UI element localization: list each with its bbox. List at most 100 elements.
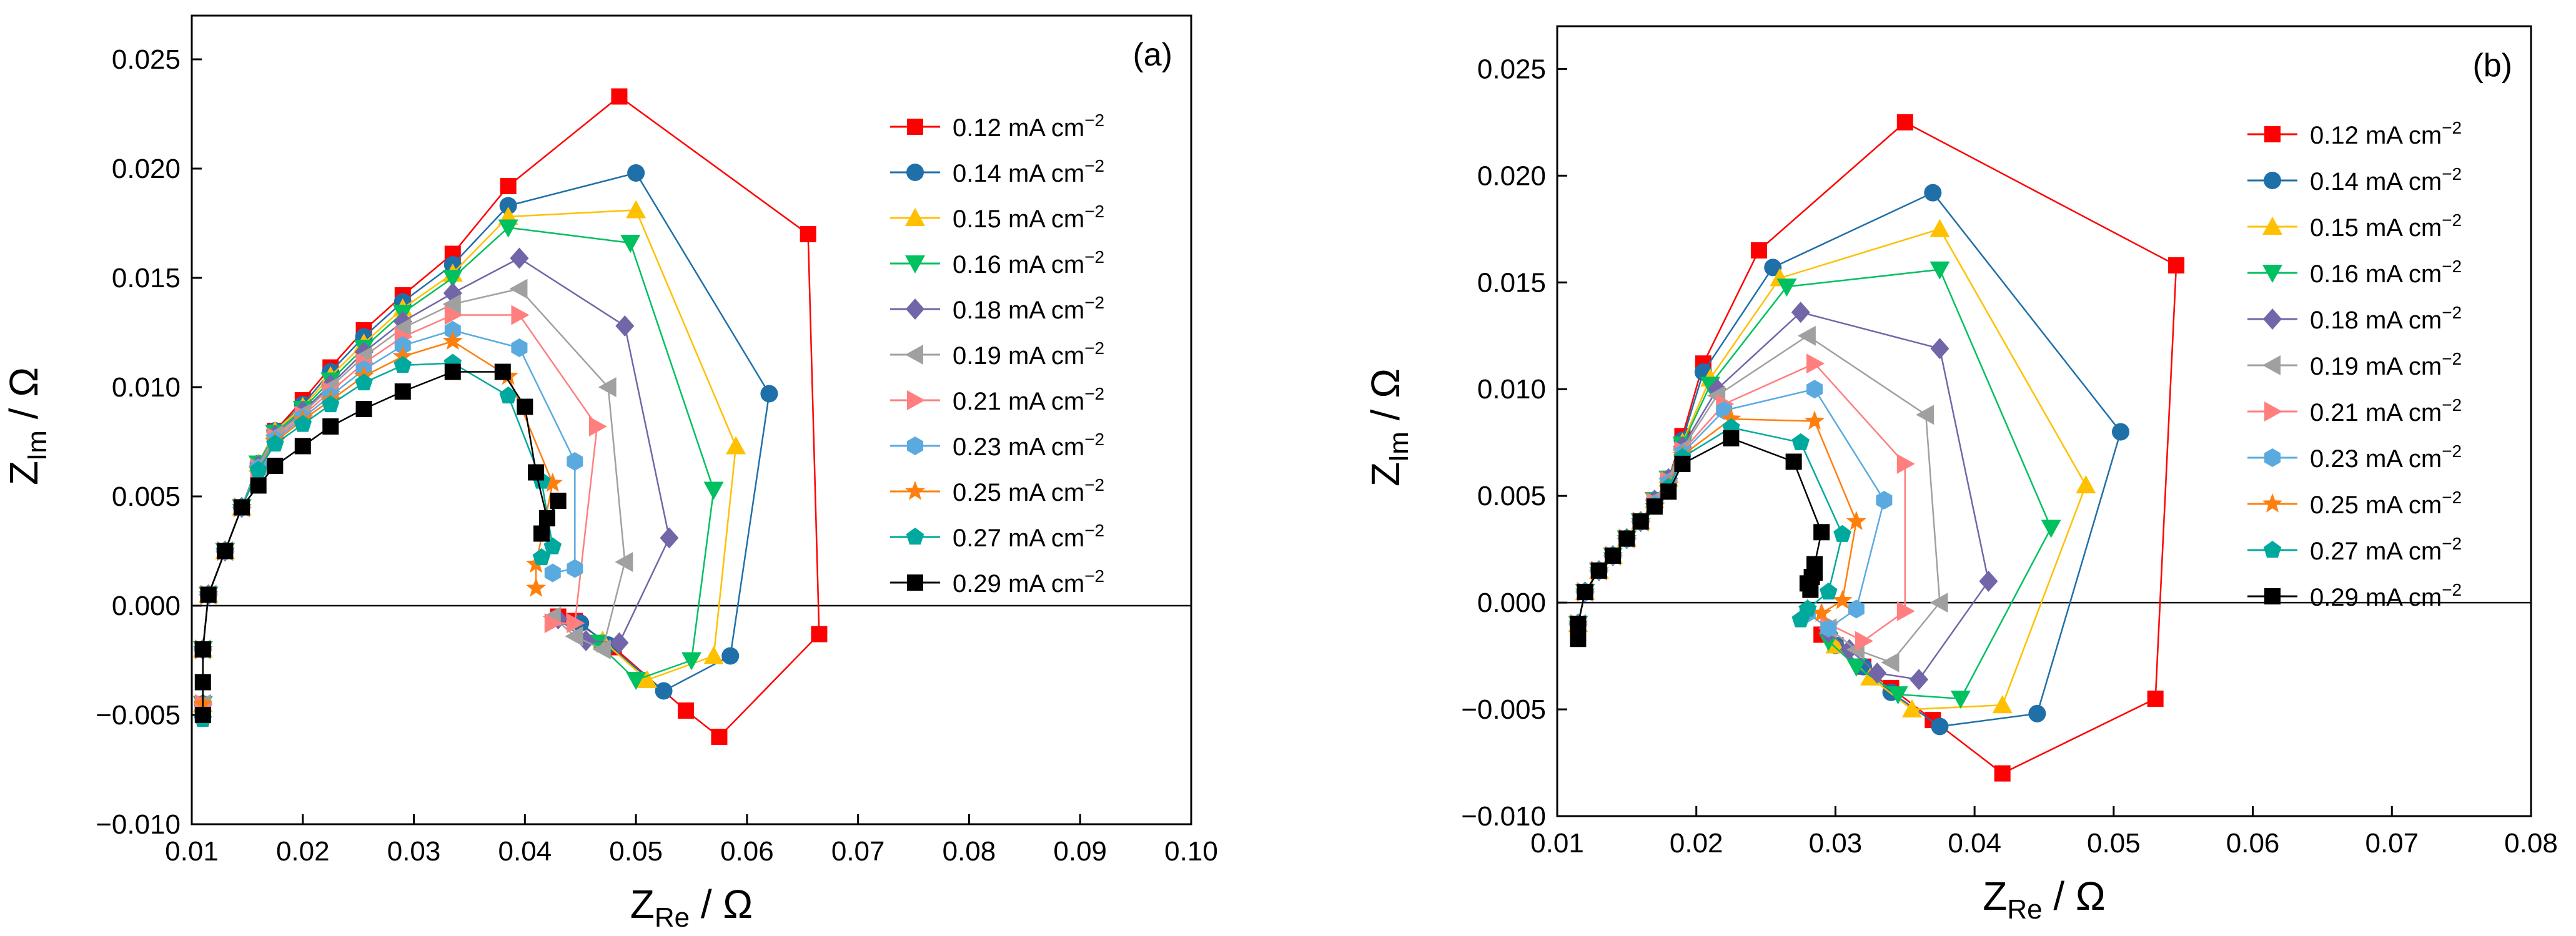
data-point — [355, 373, 373, 391]
data-point — [392, 346, 413, 365]
y-tick-label: 0.025 — [112, 44, 181, 75]
series-0_29-mA-cm-a — [194, 363, 567, 723]
legend-label: 0.29 mA cm−2 — [2310, 580, 2462, 611]
x-tick-label: 0.01 — [165, 836, 219, 867]
data-point — [494, 363, 511, 380]
svg-text:ZIm / Ω: ZIm / Ω — [1363, 368, 1414, 486]
data-point — [394, 356, 412, 373]
legend-label: 0.12 mA cm−2 — [2310, 118, 2462, 149]
data-point — [1846, 511, 1867, 530]
y-tick-label: 0.000 — [112, 591, 181, 621]
legend-item: 0.12 mA cm−2 — [890, 111, 1104, 142]
series-line — [202, 340, 554, 704]
data-point — [1832, 589, 1853, 609]
data-point — [1791, 610, 1810, 628]
data-point — [615, 552, 633, 572]
data-point — [1881, 652, 1900, 672]
data-point — [544, 613, 563, 633]
x-tick-label: 0.02 — [1670, 828, 1723, 859]
series-line — [202, 329, 576, 715]
data-point — [194, 674, 211, 691]
legend-label: 0.12 mA cm−2 — [953, 111, 1104, 142]
data-point — [194, 707, 211, 723]
data-point — [533, 525, 550, 542]
legend-item: 0.12 mA cm−2 — [2247, 118, 2462, 149]
data-point — [1820, 583, 1838, 600]
data-point — [1868, 662, 1887, 684]
legend-marker — [906, 528, 924, 545]
data-point — [626, 672, 646, 690]
series-line — [1577, 311, 1989, 681]
x-axis-label: ZRe / Ω — [1983, 874, 2106, 925]
data-point — [1813, 524, 1830, 541]
legend-label: 0.16 mA cm−2 — [2310, 257, 2462, 288]
data-point — [1910, 669, 1929, 691]
series-0_27-mA-cm-a — [194, 353, 562, 727]
x-tick-label: 0.05 — [609, 836, 663, 867]
data-point — [392, 318, 411, 338]
legend-item: 0.25 mA cm−2 — [2247, 488, 2462, 519]
legend-label: 0.15 mA cm−2 — [953, 202, 1104, 233]
data-point — [567, 452, 583, 471]
legend-label: 0.21 mA cm−2 — [2310, 395, 2462, 426]
x-tick-label: 0.06 — [2226, 828, 2280, 859]
data-point — [444, 321, 461, 340]
data-point — [1674, 455, 1691, 472]
data-point — [532, 548, 551, 566]
data-point — [637, 670, 657, 688]
data-point — [1930, 593, 1948, 613]
data-point — [760, 385, 778, 403]
data-point — [1855, 631, 1873, 651]
data-point — [711, 729, 728, 745]
data-point — [1811, 603, 1832, 622]
data-point — [1930, 261, 1950, 280]
legend-label: 0.25 mA cm−2 — [953, 475, 1104, 506]
plot-frame — [191, 14, 1192, 825]
data-point — [2168, 257, 2185, 273]
data-point — [1916, 405, 1934, 425]
x-tick-label: 0.01 — [1530, 828, 1584, 859]
y-tick-label: 0.025 — [1477, 54, 1546, 84]
data-point — [444, 363, 461, 380]
data-point — [1994, 765, 2011, 782]
data-point — [528, 464, 545, 481]
legend-item: 0.21 mA cm−2 — [890, 384, 1104, 415]
y-axis-label: ZIm / Ω — [1363, 368, 1414, 486]
legend-item: 0.14 mA cm−2 — [890, 156, 1104, 187]
data-point — [1804, 410, 1825, 430]
series-0_15-mA-cm-a — [192, 200, 746, 712]
data-point — [442, 294, 461, 314]
data-point — [565, 626, 583, 646]
legend-item: 0.15 mA cm−2 — [890, 202, 1104, 233]
data-point — [1846, 658, 1866, 677]
data-point — [499, 197, 517, 215]
series-0_23-mA-cm-a — [194, 321, 583, 724]
data-point — [444, 305, 463, 325]
data-point — [1646, 498, 1663, 515]
y-tick-label: 0.010 — [112, 372, 181, 403]
data-point — [1785, 453, 1802, 470]
data-point — [1901, 699, 1922, 718]
y-tick-label: 0.005 — [112, 481, 181, 512]
series-line — [202, 314, 598, 704]
legend-item: 0.27 mA cm−2 — [890, 521, 1104, 552]
legend-marker — [904, 481, 926, 500]
data-point — [1791, 302, 1810, 323]
legend-label: 0.23 mA cm−2 — [2310, 441, 2462, 473]
data-point — [627, 164, 645, 182]
data-point — [1577, 584, 1593, 601]
legend-label: 0.14 mA cm−2 — [953, 156, 1104, 187]
series-0_25-mA-cm-b — [1568, 408, 1867, 633]
legend-label: 0.19 mA cm−2 — [2310, 349, 2462, 380]
data-point — [249, 461, 267, 478]
data-point — [550, 493, 567, 509]
y-tick-label: −0.005 — [1461, 694, 1546, 725]
series-line — [202, 172, 770, 704]
legend-item: 0.18 mA cm−2 — [2247, 303, 2462, 334]
data-point — [1791, 433, 1810, 450]
plot-frame — [1556, 25, 2532, 817]
data-point — [1896, 601, 1915, 621]
data-point — [1660, 483, 1677, 500]
legend-item: 0.25 mA cm−2 — [890, 475, 1104, 506]
